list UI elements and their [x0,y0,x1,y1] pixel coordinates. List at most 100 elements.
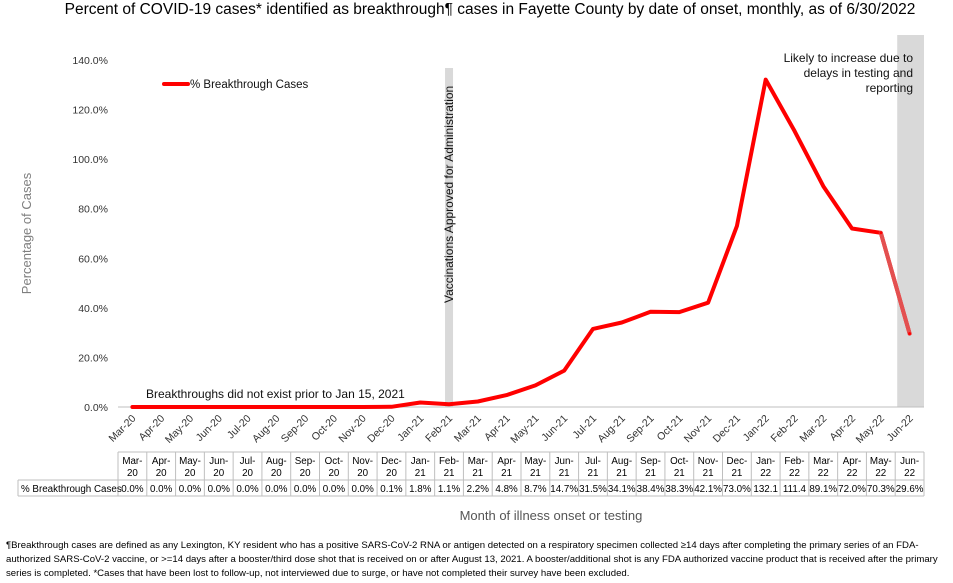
table-header: May- [870,456,892,467]
shaded-regions [445,35,924,407]
data-point [735,224,739,228]
data-point [130,405,134,409]
x-axis-label: Month of illness onset or testing [460,508,643,523]
table-header: Apr- [843,456,862,467]
x-tick-label: Feb-22 [769,413,801,445]
legend-label: % Breakthrough Cases [190,79,309,91]
table-cell: 29.6% [896,484,924,495]
data-point [879,231,883,235]
x-tick-label: May-21 [508,413,541,446]
table-header: 21 [703,468,714,479]
table-cell: 72.0% [838,484,866,495]
table-cell: 0.0% [236,484,259,495]
x-tick-label: Jun-22 [885,413,916,444]
x-tick-label: Nov-21 [682,413,715,446]
y-tick-label: 120.0% [72,105,108,117]
table-header: 20 [328,468,339,479]
table-header: Aug- [611,456,632,467]
table-cell: 31.5% [579,484,607,495]
data-point [562,369,566,373]
x-tick-label: Nov-20 [336,413,369,446]
table-header: 22 [760,468,771,479]
table-header: Mar- [468,456,488,467]
data-point [361,405,365,409]
table-header: Jun- [555,456,574,467]
x-tick-label: Aug-21 [595,413,628,446]
data-point [303,405,307,409]
data-point [792,129,796,133]
table-cell: 1.8% [409,484,432,495]
y-axis-label: Percentage of Cases [19,172,34,294]
data-point [389,405,393,409]
table-cell: 38.4% [637,484,665,495]
table-header: Mar- [122,456,142,467]
table-cell: 0.0% [352,484,375,495]
y-tick-label: 100.0% [72,154,108,166]
table-header: 22 [847,468,858,479]
table-header: 22 [875,468,886,479]
x-tick-label: Sep-21 [624,413,657,446]
table-cell: 111.4 [783,484,807,495]
table-header: May- [179,456,201,467]
data-point [850,227,854,231]
table-cell: 1.1% [438,484,461,495]
table-header: 21 [530,468,541,479]
table-cell: 34.1% [608,484,636,495]
data-point [677,310,681,314]
x-tick-label: Jun-20 [194,413,225,444]
data-point [620,320,624,324]
table-header: Apr- [497,456,516,467]
table-header: Jun- [900,456,919,467]
table-cell: 4.8% [495,484,518,495]
likely-increase-note: reporting [866,81,913,95]
likely-increase-note: delays in testing and [804,66,913,80]
table-header: Feb- [784,456,804,467]
y-tick-label: 80.0% [78,204,108,216]
pre-breakthrough-note: Breakthroughs did not exist prior to Jan… [146,387,405,401]
table-cell: 38.3% [665,484,693,495]
data-point [505,393,509,397]
x-tick-label: Mar-22 [797,413,829,445]
table-header: Apr- [152,456,171,467]
y-tick-label: 40.0% [78,303,108,315]
series-line-breakthrough [130,77,912,409]
table-cell: 14.7% [550,484,578,495]
plot-area [130,77,912,409]
table-cell: 42.1% [694,484,722,495]
table-cell: 2.2% [467,484,490,495]
data-point [418,401,422,405]
table-header: 20 [156,468,167,479]
table-header: 20 [213,468,224,479]
table-row-label: % Breakthrough Cases [21,484,122,495]
data-table: % Breakthrough CasesMar-20Apr-20May-20Ju… [17,451,925,497]
vaccination-line [445,68,454,407]
x-tick-label: Aug-20 [250,413,283,446]
table-header: Nov- [352,456,373,467]
table-header: 20 [242,468,253,479]
data-point [332,405,336,409]
table-header: 20 [271,468,282,479]
table-cell: 132.1 [753,484,778,495]
chart-title: Percent of COVID-19 cases* identified as… [64,1,916,18]
y-tick-label: 140.0% [72,55,108,67]
table-cell: 0.0% [150,484,173,495]
x-tick-label: Oct-20 [309,413,340,444]
data-point [706,301,710,305]
table-header: 21 [472,468,483,479]
table-header: Feb- [439,456,459,467]
table-header: 20 [357,468,368,479]
x-tick-label: Apr-21 [482,413,513,444]
table-header: May- [525,456,547,467]
line-chart: 0.0% 20.0% 40.0% 60.0% 80.0% 100.0% 120.0% 140.… [17,35,925,523]
table-header: Oct- [325,456,344,467]
vaccination-label: Vaccinations Approved for Administration [442,86,456,303]
table-header: 21 [731,468,742,479]
data-point [188,405,192,409]
table-cell: 0.0% [265,484,288,495]
table-header: 21 [616,468,627,479]
table-cell: 0.0% [323,484,346,495]
data-point [246,405,250,409]
data-point [159,405,163,409]
footnote: ¶Breakthrough cases are defined as any L… [6,540,938,579]
data-point [217,405,221,409]
